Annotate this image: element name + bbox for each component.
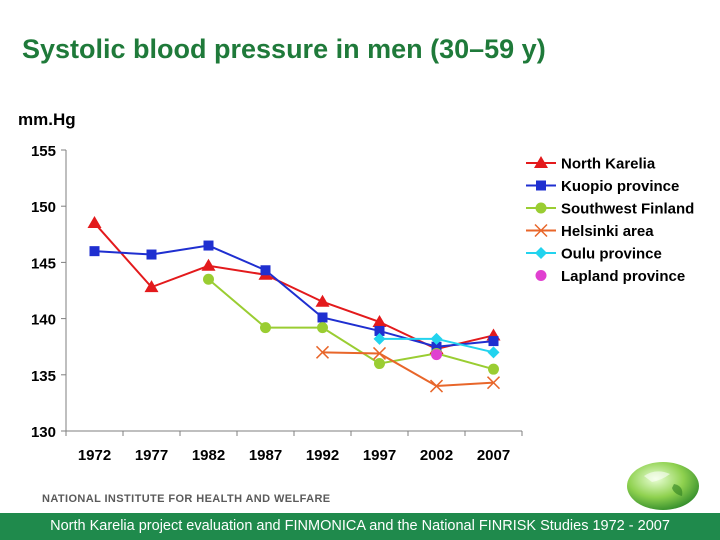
- legend-label-0: North Karelia: [561, 156, 656, 173]
- legend-label-4: Oulu province: [561, 246, 662, 263]
- data-point-2: [488, 363, 499, 375]
- data-point-1: [146, 249, 157, 260]
- data-point-0: [201, 258, 216, 271]
- y-tick-label: 150: [31, 199, 56, 216]
- legend-label-2: Southwest Finland: [561, 201, 694, 218]
- chart-title: Systolic blood pressure in men (30–59 y): [22, 34, 546, 64]
- y-tick-label: 130: [31, 424, 56, 441]
- legend-marker-3: [534, 223, 548, 238]
- data-point-3: [486, 376, 501, 390]
- series-line-1: [94, 244, 494, 348]
- legend-marker-1: [536, 180, 546, 191]
- data-point-2: [203, 273, 214, 285]
- legend-label-3: Helsinki area: [561, 223, 654, 240]
- x-tick-label: 1972: [78, 447, 111, 464]
- data-point-1: [431, 341, 442, 352]
- y-tick-label: 140: [31, 312, 56, 329]
- organization-name: NATIONAL INSTITUTE FOR HEALTH AND WELFAR…: [42, 493, 331, 505]
- line-chart: 130 135 140 145 150 155 1972 1977 1982 1987 1992 19…: [31, 143, 694, 464]
- legend-label-5: Lapland province: [561, 268, 685, 285]
- data-point-4: [487, 346, 500, 359]
- x-tick-label: 1997: [363, 447, 396, 464]
- data-point-3: [429, 379, 444, 393]
- data-point-1: [317, 312, 328, 323]
- series-line-3: [322, 351, 494, 388]
- data-point-1: [488, 336, 499, 347]
- data-point-0: [87, 216, 102, 229]
- legend-marker-2: [535, 202, 547, 214]
- data-point-1: [260, 265, 271, 276]
- y-tick-label: 155: [31, 143, 56, 160]
- legend-marker-0: [534, 156, 548, 168]
- y-tick-label: 145: [31, 255, 56, 272]
- x-tick-label: 1987: [249, 447, 282, 464]
- x-tick-label: 2002: [420, 447, 453, 464]
- y-axis-unit: mm.Hg: [18, 110, 76, 129]
- x-tick-label: 2007: [477, 447, 510, 464]
- x-tick-label: 1982: [192, 447, 225, 464]
- data-point-0: [315, 294, 330, 307]
- data-point-3: [315, 345, 330, 359]
- y-tick-label: 135: [31, 368, 56, 385]
- legend-label-1: Kuopio province: [561, 178, 679, 195]
- data-point-2: [260, 322, 271, 334]
- data-point-3: [372, 346, 387, 360]
- data-point-4: [430, 332, 443, 345]
- data-point-1: [374, 325, 385, 336]
- data-point-2: [374, 358, 385, 370]
- source-footer: North Karelia project evaluation and FIN…: [0, 513, 720, 540]
- data-point-0: [144, 280, 159, 293]
- legend-marker-5: [535, 270, 547, 281]
- data-point-4: [373, 332, 386, 345]
- data-point-1: [203, 240, 214, 251]
- x-tick-label: 1992: [306, 447, 339, 464]
- data-point-5: [431, 349, 442, 361]
- series-line-2: [207, 278, 494, 371]
- data-point-0: [372, 314, 387, 327]
- x-tick-label: 1977: [135, 447, 168, 464]
- globe-logo-icon: [627, 462, 699, 510]
- legend-marker-4: [535, 247, 547, 259]
- data-point-2: [317, 322, 328, 334]
- data-point-1: [89, 246, 100, 257]
